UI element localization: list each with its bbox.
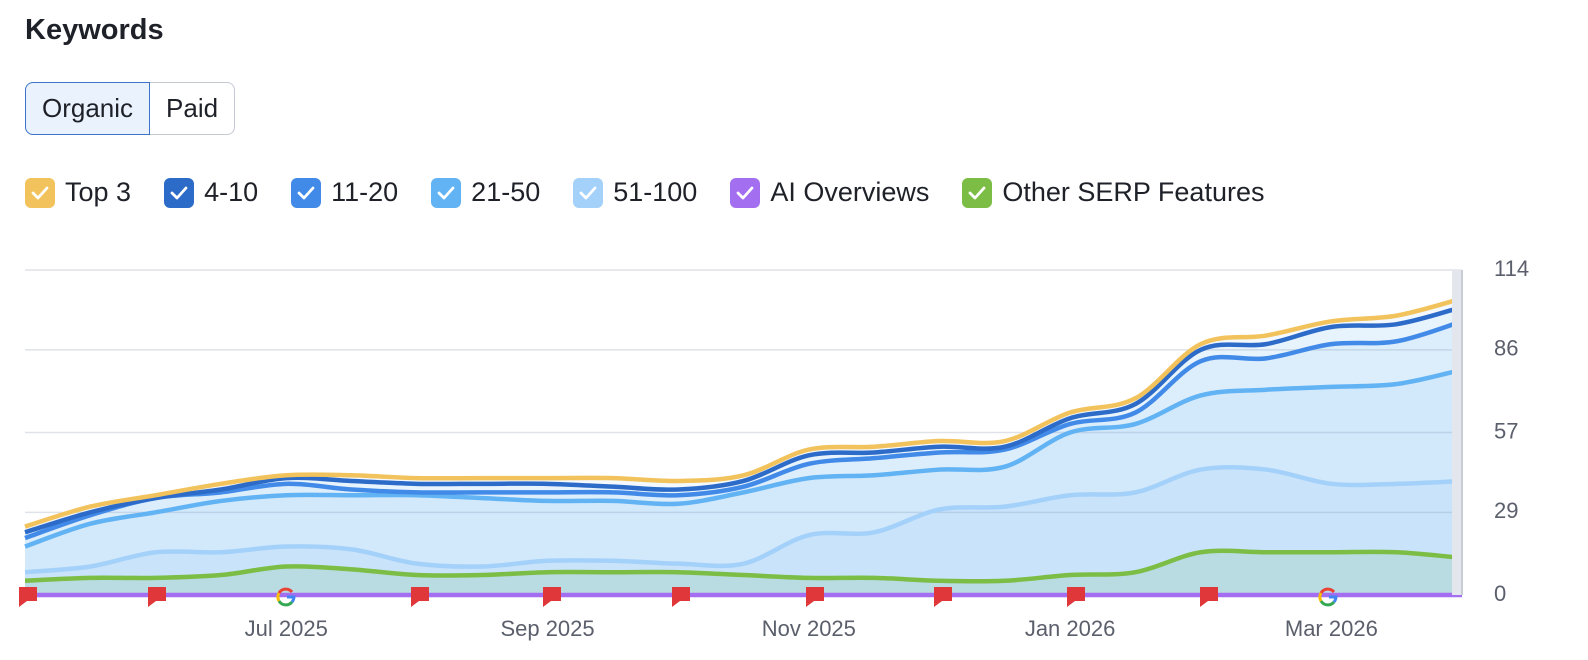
y-tick-label: 86: [1494, 336, 1518, 361]
event-flag: [148, 587, 166, 607]
event-flag: [543, 587, 561, 607]
google-update-icon: [1318, 587, 1338, 607]
y-tick-label: 29: [1494, 498, 1518, 523]
event-flag: [411, 587, 429, 607]
stack-line: [24, 296, 1463, 529]
event-markers: [19, 587, 1338, 607]
check-icon: [736, 186, 754, 199]
google-g-red: [277, 587, 294, 594]
stack-area: [25, 321, 1462, 595]
x-tick-label: Nov 2025: [762, 616, 856, 641]
legend-item[interactable]: 4-10: [164, 177, 258, 208]
page-title: Keywords: [25, 14, 164, 46]
legend-item[interactable]: Top 3: [25, 177, 131, 208]
stack-area: [25, 369, 1462, 595]
legend-item[interactable]: 11-20: [291, 177, 398, 208]
legend-checkbox[interactable]: [962, 177, 993, 208]
stack-area: [25, 307, 1462, 595]
event-flag: [806, 587, 824, 607]
tab-organic[interactable]: Organic: [25, 82, 151, 135]
legend-item[interactable]: 21-50: [431, 177, 540, 208]
check-icon: [31, 186, 49, 199]
check-icon: [297, 186, 315, 199]
x-tick-label: Jul 2025: [245, 616, 328, 641]
check-icon: [170, 186, 188, 199]
legend: Top 3 4-10 11-20 21-50 51-100 AI Overviews Oth…: [25, 177, 1264, 208]
google-g-red: [1319, 587, 1336, 594]
legend-checkbox[interactable]: [25, 177, 55, 208]
legend-checkbox[interactable]: [164, 177, 195, 208]
check-icon: [579, 186, 597, 199]
google-g-green: [277, 600, 294, 607]
google-g-green: [1319, 600, 1336, 607]
legend-checkbox[interactable]: [291, 177, 322, 208]
hover-band: [1452, 270, 1462, 595]
stack-area: [25, 467, 1462, 595]
y-tick-label: 0: [1494, 581, 1506, 606]
legend-item[interactable]: Other SERP Features: [962, 177, 1264, 208]
event-flag: [1067, 587, 1085, 607]
legend-label: 21-50: [471, 177, 541, 207]
tab-group: Organic Paid: [25, 82, 236, 135]
legend-checkbox[interactable]: [573, 177, 604, 208]
event-flag: [672, 587, 690, 607]
google-g-yellow: [1318, 592, 1323, 602]
x-tick-label: Sep 2025: [500, 616, 594, 641]
tab-paid[interactable]: Paid: [150, 82, 236, 135]
stack-line: [24, 304, 1463, 535]
google-g-blue: [287, 595, 296, 603]
google-update-icon: [276, 587, 296, 607]
check-icon: [437, 186, 455, 199]
check-icon: [968, 186, 986, 199]
legend-label: Other SERP Features: [1002, 177, 1265, 207]
stack-line: [24, 464, 1463, 575]
event-flag: [1200, 587, 1218, 607]
event-flag: [934, 587, 952, 607]
legend-label: 11-20: [331, 177, 399, 207]
y-tick-label: 57: [1494, 418, 1518, 443]
google-g-blue: [1329, 595, 1338, 603]
google-g-yellow: [276, 592, 281, 602]
legend-item[interactable]: 51-100: [573, 177, 697, 208]
legend-checkbox[interactable]: [730, 177, 761, 208]
legend-label: AI Overviews: [770, 177, 930, 207]
series-line: [24, 548, 1463, 584]
legend-label: 51-100: [613, 177, 698, 207]
stack-area: [25, 298, 1462, 595]
series-area: [25, 550, 1462, 595]
legend-label: 4-10: [204, 177, 259, 207]
x-tick-label: Jan 2026: [1025, 616, 1116, 641]
legend-checkbox[interactable]: [431, 177, 462, 208]
y-tick-label: 114: [1494, 256, 1529, 281]
legend-label: Top 3: [65, 177, 132, 207]
x-tick-label: Mar 2026: [1285, 616, 1378, 641]
legend-item[interactable]: AI Overviews: [730, 177, 929, 208]
stack-line: [24, 319, 1463, 541]
stack-line: [24, 367, 1463, 549]
event-flag: [19, 587, 37, 607]
